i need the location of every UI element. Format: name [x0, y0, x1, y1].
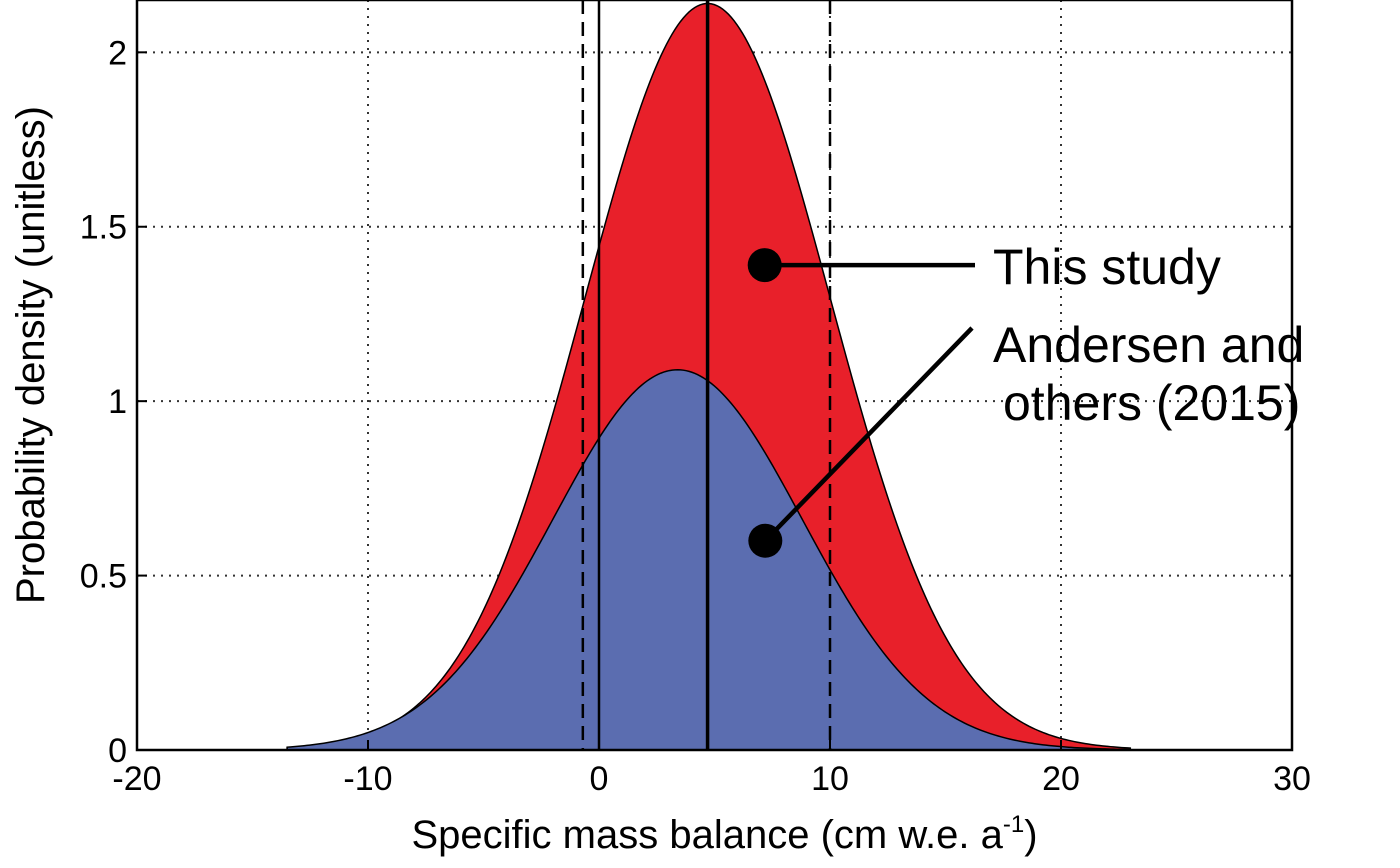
annotation-leader: [763, 326, 974, 543]
y-tick-label: 1.5: [80, 209, 127, 247]
y-axis-ticks: 0 0.5 1 1.5 2: [80, 34, 147, 770]
x-tick-label: -10: [343, 760, 392, 798]
x-axis-ticks: -20 -10 0 10 20 30: [112, 740, 1311, 798]
annotation-label: others (2015): [1003, 375, 1300, 431]
y-tick-label: 0: [108, 732, 127, 770]
annotation-marker: [748, 523, 783, 558]
x-axis-label: Specific mass balance (cm w.e. a-1): [411, 811, 1037, 857]
y-tick-label: 1: [108, 383, 127, 421]
x-tick-label: -20: [112, 760, 161, 798]
x-tick-label: 10: [811, 760, 849, 798]
y-tick-label: 0.5: [80, 558, 127, 596]
y-axis-label: Probability density (unitless): [9, 106, 53, 604]
plot-frame: [135, 0, 1294, 752]
annotation-label: Andersen and: [993, 317, 1304, 373]
annotation-label: This study: [993, 239, 1221, 295]
annotation-marker: [747, 248, 782, 283]
y-tick-label: 2: [108, 34, 127, 72]
reference-lines: [581, 0, 832, 750]
x-tick-label: 20: [1042, 760, 1080, 798]
x-tick-label: 0: [590, 760, 609, 798]
x-tick-label: 30: [1273, 760, 1311, 798]
